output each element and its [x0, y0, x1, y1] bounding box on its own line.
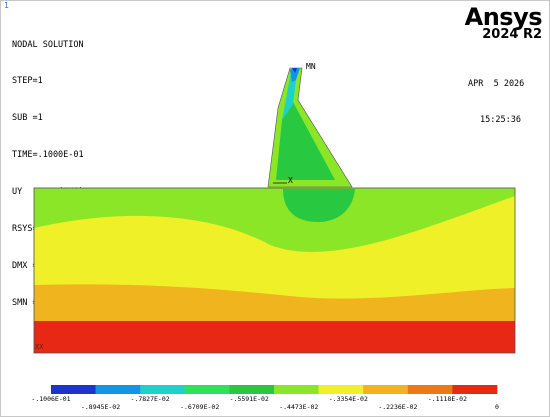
date-time: APR 5 2026 15:25:36 [468, 54, 524, 138]
legend-label: -.4473E-02 [279, 403, 318, 411]
flap-region-blue [290, 68, 300, 82]
info-step: STEP=1 [12, 76, 43, 87]
min-label: MN [306, 62, 316, 71]
legend-swatch [95, 385, 141, 394]
window-number: 1 [4, 1, 10, 10]
info-rsys: RSYS=0 [12, 224, 43, 235]
legend-swatch [184, 385, 230, 394]
legend-label: -.5591E-02 [230, 395, 269, 403]
date-text: APR 5 2026 [468, 79, 525, 89]
legend-swatch [363, 385, 409, 394]
contour-bowl [283, 189, 355, 222]
flap-region-teal [282, 72, 297, 120]
solution-title: NODAL SOLUTION [12, 39, 84, 50]
legend-swatch [407, 385, 453, 394]
info-time: TIME=.1000E-01 [12, 150, 84, 161]
legend-label: -.7827E-02 [131, 395, 170, 403]
legend-label: -.1118E-02 [428, 395, 467, 403]
legend-label: -.2236E-02 [378, 403, 417, 411]
legend-label: -.1006E-01 [31, 395, 70, 403]
time-text: 15:25:36 [480, 115, 521, 125]
legend-swatch [452, 385, 498, 394]
contour-band-red [34, 321, 515, 353]
brand-version: 2024 R2 [482, 27, 542, 42]
flap-tip-min [292, 68, 297, 73]
block-outline [33, 187, 516, 354]
legend-swatch [318, 385, 364, 394]
legend-label: -.6709E-02 [180, 403, 219, 411]
legend-swatch [51, 385, 96, 394]
legend-swatch [140, 385, 186, 394]
corner-label: XX [35, 343, 44, 351]
brand-logo-text: Ansys [464, 3, 543, 31]
flap-region-green [276, 100, 335, 180]
info-substep: SUB =1 [12, 113, 43, 124]
legend-label: -.3354E-02 [329, 395, 368, 403]
legend-swatch [229, 385, 275, 394]
legend-label: 0 [495, 403, 499, 411]
legend-swatch [274, 385, 319, 394]
axis-label: X [288, 176, 293, 185]
ansys-logo: Ansys 2024 R2 [464, 3, 543, 42]
legend-label: -.8945E-02 [81, 403, 120, 411]
